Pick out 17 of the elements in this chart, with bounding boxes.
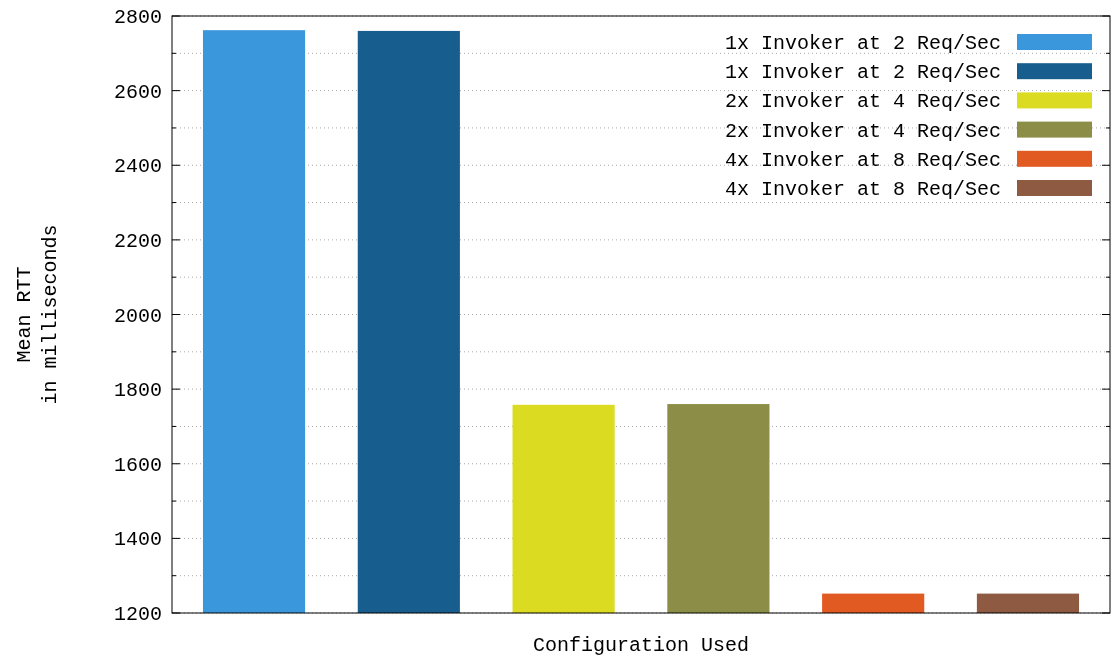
- y-tick-label: 2400: [113, 155, 162, 179]
- legend-label: 2x Invoker at 4 Req/Sec: [724, 90, 1001, 114]
- legend-label: 4x Invoker at 8 Req/Sec: [724, 178, 1001, 201]
- y-tick-label: 2200: [113, 229, 162, 253]
- legend-label: 2x Invoker at 4 Req/Sec: [724, 119, 1001, 143]
- x-axis-title: Configuration Used: [532, 634, 750, 657]
- legend-label: 4x Invoker at 8 Req/Sec: [724, 148, 1001, 172]
- y-tick-label: 2600: [113, 80, 162, 104]
- legend-label: 1x Invoker at 2 Req/Sec: [724, 32, 1001, 55]
- y-tick-label: 1200: [113, 603, 162, 626]
- legend-label: 1x Invoker at 2 Req/Sec: [724, 61, 1001, 85]
- y-tick-label: 1400: [113, 528, 162, 552]
- y-tick-label: 1600: [113, 453, 162, 477]
- y-axis-title: Mean RTT in milliseconds: [13, 224, 62, 405]
- y-tick-label: 2000: [113, 304, 162, 328]
- y-tick-label: 2800: [113, 6, 162, 29]
- y-tick-label: 1800: [113, 379, 162, 403]
